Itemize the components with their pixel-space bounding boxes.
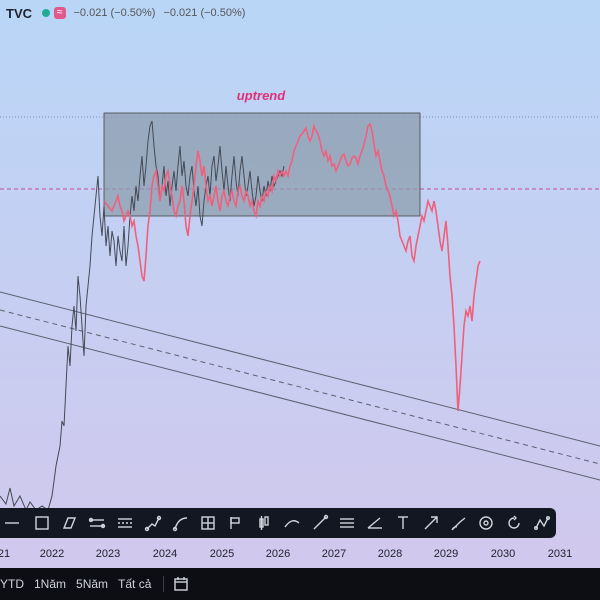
x-tick-label: 2024: [152, 548, 178, 560]
uptrend-annotation[interactable]: uptrend: [237, 88, 286, 103]
pattern-tool-icon[interactable]: [531, 512, 553, 534]
channel-middle-line: [0, 309, 600, 465]
header-bar: TVC ≈ −0.021 (−0.50%) −0.021 (−0.50%): [0, 0, 600, 26]
parallel-channel-tool-icon[interactable]: [86, 512, 108, 534]
x-tick-label: 2022: [39, 548, 65, 560]
horizontal-lines-tool-icon[interactable]: [336, 512, 358, 534]
arrow-tool-icon[interactable]: [420, 512, 442, 534]
x-tick-label: 2030: [490, 548, 516, 560]
grid-tool-icon[interactable]: [197, 512, 219, 534]
range-5y-button[interactable]: 5Năm: [76, 577, 109, 591]
x-tick-label: 2027: [321, 548, 347, 560]
parallelogram-tool-icon[interactable]: [58, 512, 80, 534]
candle-tool-icon[interactable]: [253, 512, 275, 534]
wave-badge-icon[interactable]: ≈: [54, 7, 66, 19]
x-tick-label: 2031: [547, 548, 573, 560]
symbol-label[interactable]: TVC: [6, 5, 32, 21]
rotate-tool-icon[interactable]: [503, 512, 525, 534]
circle-target-tool-icon[interactable]: [475, 512, 497, 534]
line-tool-icon[interactable]: [309, 512, 331, 534]
x-tick-label: 2028: [377, 548, 403, 560]
change-value: −0.021 (−0.50%): [73, 7, 156, 19]
range-1y-button[interactable]: 1Năm: [34, 577, 67, 591]
x-tick-label: 2023: [95, 548, 121, 560]
trend-line-tool-icon[interactable]: [3, 512, 25, 534]
x-axis: 21 2022 2023 2024 2025 2026 2027 2028 20…: [0, 544, 600, 566]
drawing-toolbar: [0, 508, 556, 538]
curve-tool-icon[interactable]: [170, 512, 192, 534]
flag-marker-tool-icon[interactable]: [225, 512, 247, 534]
brush-tool-icon[interactable]: [448, 512, 470, 534]
rectangle-tool-icon[interactable]: [31, 512, 53, 534]
path-tool-icon[interactable]: [142, 512, 164, 534]
divider: [163, 576, 165, 592]
change-value-secondary: −0.021 (−0.50%): [163, 7, 246, 19]
ray-tool-icon[interactable]: [281, 512, 303, 534]
channel-lower-line[interactable]: [0, 325, 600, 481]
text-tool-icon[interactable]: [392, 512, 414, 534]
market-status-icon: [42, 9, 50, 17]
price-chart[interactable]: uptrend: [0, 26, 600, 510]
x-tick-label: 2026: [265, 548, 291, 560]
calendar-goto-icon[interactable]: [172, 575, 190, 593]
range-all-button[interactable]: Tất cả: [118, 577, 152, 591]
x-tick-label: 2025: [209, 548, 235, 560]
x-tick-label: 21: [0, 548, 11, 560]
x-tick-label: 2029: [433, 548, 459, 560]
channel-upper-line[interactable]: [0, 291, 600, 447]
fan-tool-icon[interactable]: [364, 512, 386, 534]
price-projection-series: [103, 122, 481, 412]
range-ytd-button[interactable]: YTD: [0, 577, 24, 591]
bottom-bar: YTD 1Năm 5Năm Tất cả: [0, 568, 600, 600]
regression-channel-tool-icon[interactable]: [114, 512, 136, 534]
